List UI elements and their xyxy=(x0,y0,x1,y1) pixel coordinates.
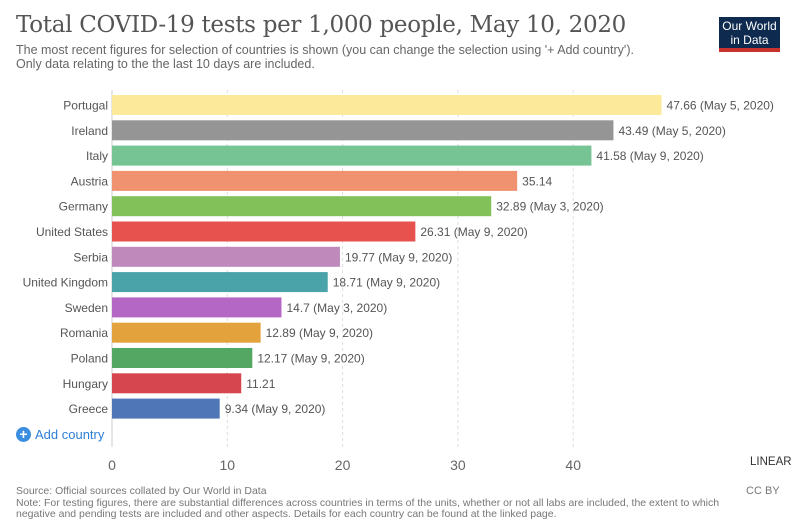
bar-row[interactable]: Italy 41.58 (May 9, 2020) xyxy=(86,145,704,166)
x-tick-label: 40 xyxy=(565,457,581,473)
bar[interactable] xyxy=(112,297,282,318)
category-label: Hungary xyxy=(63,377,108,391)
value-label: 11.21 xyxy=(246,377,275,391)
scale-toggle-button[interactable]: LINEAR xyxy=(750,456,792,468)
value-label: 47.66 (May 5, 2020) xyxy=(667,99,774,113)
category-label: Sweden xyxy=(65,301,108,315)
bar[interactable] xyxy=(112,145,592,166)
bar-row[interactable]: Hungary 11.21 xyxy=(63,373,276,394)
bar-row[interactable]: Portugal 47.66 (May 5, 2020) xyxy=(63,95,774,115)
chart-title: Total COVID-19 tests per 1,000 people, M… xyxy=(16,12,626,38)
value-label: 41.58 (May 9, 2020) xyxy=(596,149,703,163)
category-label: Greece xyxy=(69,402,109,416)
logo-line-1: Our World xyxy=(722,19,777,33)
bar-row[interactable]: Ireland 43.49 (May 5, 2020) xyxy=(71,120,726,141)
subtitle-line-2: Only data relating to the the last 10 da… xyxy=(16,57,315,71)
source-text: Source: Official sources collated by Our… xyxy=(16,485,267,497)
value-label: 9.34 (May 9, 2020) xyxy=(225,402,326,416)
subtitle-line-1: The most recent figures for selection of… xyxy=(16,43,634,57)
gridlines xyxy=(111,90,574,447)
chart-subtitle: The most recent figures for selection of… xyxy=(16,43,634,71)
category-label: Portugal xyxy=(63,99,108,113)
bar[interactable] xyxy=(112,373,242,394)
bar[interactable] xyxy=(112,246,340,267)
bar-row[interactable]: United States 26.31 (May 9, 2020) xyxy=(36,221,528,242)
note-line-1: Note: For testing figures, there are sub… xyxy=(16,496,720,509)
category-label: Romania xyxy=(60,326,108,340)
bar-row[interactable]: Greece 9.34 (May 9, 2020) xyxy=(69,398,326,419)
category-label: Germany xyxy=(59,200,108,214)
note-line-2: negative and pending tests are included … xyxy=(16,508,557,520)
value-label: 35.14 xyxy=(522,174,552,188)
bar[interactable] xyxy=(112,398,220,419)
category-label: Poland xyxy=(71,352,108,366)
category-label: Ireland xyxy=(71,124,108,138)
bar[interactable] xyxy=(112,196,492,217)
x-tick-label: 10 xyxy=(220,457,236,473)
category-label: United States xyxy=(36,225,108,239)
value-label: 26.31 (May 9, 2020) xyxy=(420,225,527,239)
bars: Portugal 47.66 (May 5, 2020) Ireland 43.49 … xyxy=(23,95,774,419)
category-label: United Kingdom xyxy=(23,276,108,290)
bar-row[interactable]: United Kingdom 18.71 (May 9, 2020) xyxy=(23,272,441,293)
logo-line-2: in Data xyxy=(730,33,769,47)
value-label: 18.71 (May 9, 2020) xyxy=(333,276,440,290)
plus-circle-icon: + xyxy=(16,427,31,442)
value-label: 43.49 (May 5, 2020) xyxy=(618,124,725,138)
category-label: Austria xyxy=(71,174,109,188)
x-tick-label: 30 xyxy=(450,457,466,473)
add-country-button[interactable]: + Add country xyxy=(16,427,104,442)
footer-notes: Source: Official sources collated by Our… xyxy=(16,485,720,521)
bar[interactable] xyxy=(112,120,614,141)
value-label: 32.89 (May 3, 2020) xyxy=(496,200,603,214)
x-tick-label: 0 xyxy=(108,457,116,473)
add-country-label: Add country xyxy=(35,427,105,442)
bar-row[interactable]: Austria 35.14 xyxy=(71,170,553,191)
x-axis-ticks: 0 10 20 30 40 xyxy=(108,457,581,473)
license-link[interactable]: CC BY xyxy=(746,485,780,497)
bar[interactable] xyxy=(112,221,416,242)
owid-logo[interactable]: Our World in Data xyxy=(719,17,780,52)
bar-row[interactable]: Serbia 19.77 (May 9, 2020) xyxy=(73,246,452,267)
value-label: 19.77 (May 9, 2020) xyxy=(345,250,452,264)
bar-row[interactable]: Poland 12.17 (May 9, 2020) xyxy=(71,348,365,368)
bar-row[interactable]: Sweden 14.7 (May 3, 2020) xyxy=(65,297,388,318)
value-label: 12.89 (May 9, 2020) xyxy=(266,326,373,340)
bar-row[interactable]: Romania 12.89 (May 9, 2020) xyxy=(60,322,373,343)
value-label: 12.17 (May 9, 2020) xyxy=(257,352,364,366)
bar-row[interactable]: Germany 32.89 (May 3, 2020) xyxy=(59,196,604,217)
bar[interactable] xyxy=(112,95,662,115)
bar[interactable] xyxy=(112,348,253,368)
value-label: 14.7 (May 3, 2020) xyxy=(286,301,387,315)
category-label: Serbia xyxy=(73,250,108,264)
x-tick-label: 20 xyxy=(335,457,351,473)
bar[interactable] xyxy=(112,170,518,191)
bar[interactable] xyxy=(112,272,328,293)
category-label: Italy xyxy=(86,149,108,163)
bar[interactable] xyxy=(112,322,261,343)
